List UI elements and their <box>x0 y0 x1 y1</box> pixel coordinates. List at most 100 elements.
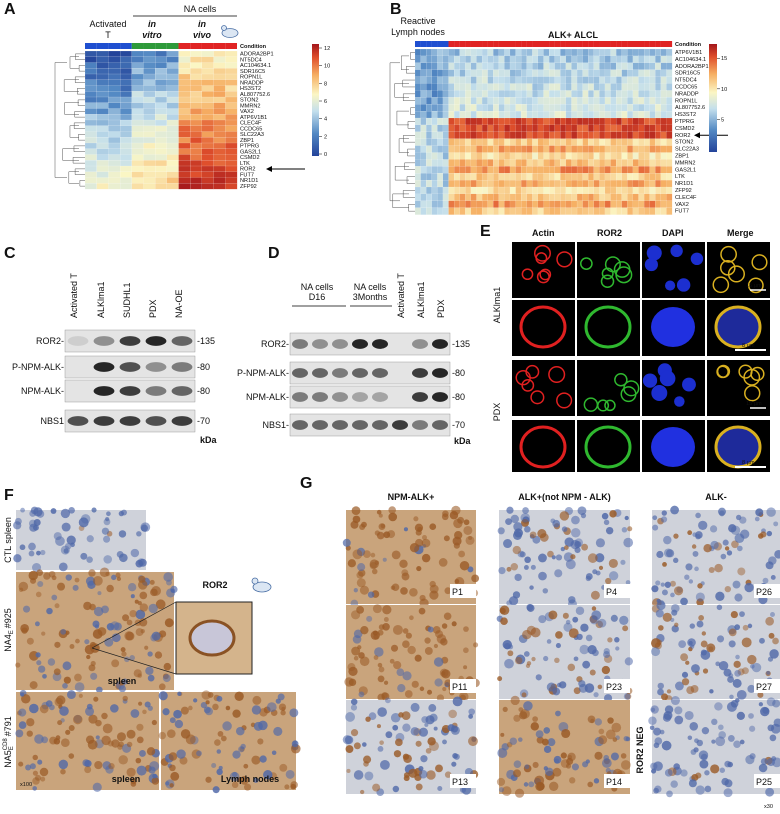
heatmap-cell <box>470 62 477 70</box>
heatmap-cell <box>225 142 238 150</box>
heatmap-cell <box>655 117 662 126</box>
heatmap-cell <box>610 117 617 126</box>
cell <box>702 668 709 674</box>
heatmap-cell <box>155 85 168 92</box>
heatmap-cell <box>621 104 628 112</box>
heatmap-cell <box>571 138 578 146</box>
condition-bar <box>96 43 109 49</box>
heatmap-cell <box>155 102 168 109</box>
label: ZFP92 <box>675 188 692 194</box>
heatmap-cell <box>666 69 673 77</box>
cell <box>88 714 98 724</box>
heatmap-cell <box>599 83 606 91</box>
heatmap-cell <box>565 76 572 84</box>
heatmap-cell <box>582 186 589 195</box>
cell <box>504 642 511 650</box>
heatmap-cell <box>487 159 494 167</box>
cell <box>718 724 724 731</box>
heatmap-cell <box>493 104 500 112</box>
dendrogram <box>63 79 79 92</box>
label: VAX2 <box>240 109 254 115</box>
heatmap-cell <box>549 48 555 57</box>
cell <box>589 615 599 625</box>
heatmap-cell <box>649 180 656 188</box>
cell <box>521 378 535 392</box>
cell <box>721 777 729 786</box>
heatmap-cell <box>442 207 449 215</box>
heatmap-cell <box>178 79 191 86</box>
heatmap-cell <box>632 207 639 215</box>
heatmap-cell <box>532 55 539 64</box>
cell <box>449 511 459 520</box>
label: -80 <box>197 362 210 372</box>
heatmap-cell <box>190 160 203 167</box>
cell <box>94 624 100 629</box>
heatmap-cell <box>470 131 477 139</box>
heatmap-cell <box>96 50 109 58</box>
heatmap-cell <box>638 48 645 57</box>
heatmap-cell <box>190 79 203 86</box>
cell <box>500 617 508 626</box>
heatmap-cell <box>225 119 238 127</box>
heatmap-cell <box>638 180 645 188</box>
heatmap-cell <box>621 48 628 57</box>
heatmap-cell <box>666 55 673 64</box>
cell <box>612 737 618 742</box>
label: Condition <box>240 44 267 50</box>
heatmap-cell <box>532 200 539 208</box>
heatmap-cell <box>593 200 600 208</box>
cell <box>768 632 775 639</box>
cell <box>46 607 53 615</box>
cell <box>660 516 668 523</box>
heatmap-cell <box>143 131 156 138</box>
heatmap-cell <box>426 193 432 202</box>
heatmap-cell <box>543 69 550 77</box>
heatmap-cell <box>454 173 460 181</box>
heatmap-cell <box>616 62 622 70</box>
cell <box>607 717 614 724</box>
cell <box>711 718 718 726</box>
heatmap-cell <box>571 173 578 181</box>
heatmap-cell <box>571 186 578 195</box>
heatmap-cell <box>515 159 522 167</box>
heatmap-cell <box>616 159 622 167</box>
heatmap-cell <box>599 90 606 98</box>
label: 2 <box>324 134 327 140</box>
heatmap-cell <box>470 83 477 91</box>
heatmap-cell <box>420 200 427 208</box>
heatmap-cell <box>108 131 121 138</box>
band <box>119 386 141 396</box>
cell <box>348 666 358 677</box>
heatmap-cell <box>84 108 97 115</box>
cell <box>39 767 49 777</box>
cell <box>514 656 523 665</box>
cell <box>402 753 410 760</box>
cell <box>239 775 249 785</box>
heatmap-cell <box>442 131 449 139</box>
cell <box>441 671 446 676</box>
heatmap-cell <box>487 138 494 146</box>
heatmap-cell <box>143 102 156 109</box>
heatmap-cell <box>84 79 97 86</box>
cell <box>701 726 710 735</box>
cell <box>696 739 704 747</box>
cell <box>377 745 384 752</box>
heatmap-cell <box>431 48 438 57</box>
heatmap-cell <box>660 111 667 119</box>
heatmap-cell <box>454 186 460 195</box>
heatmap-cell <box>155 56 168 63</box>
cell <box>65 729 71 735</box>
cell <box>458 550 466 558</box>
cell <box>37 580 44 588</box>
heatmap-cell <box>543 111 550 119</box>
label: P25 <box>756 777 772 787</box>
heatmap-cell <box>627 200 634 208</box>
heatmap-cell <box>166 165 179 173</box>
cell <box>650 762 658 770</box>
heatmap-cell <box>225 56 238 63</box>
cell <box>512 591 521 599</box>
cell <box>547 738 556 747</box>
heatmap-cell <box>616 97 622 105</box>
heatmap-cell <box>616 193 622 202</box>
cell <box>88 569 96 577</box>
